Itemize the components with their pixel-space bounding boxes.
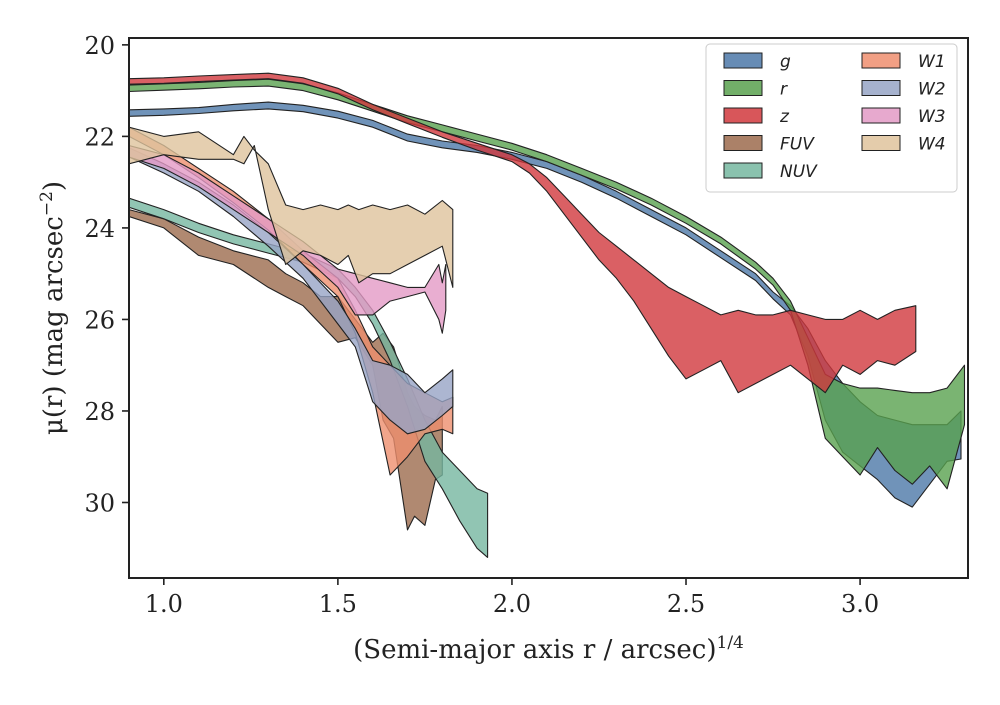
x-axis-label: (Semi-major axis r / arcsec)1/4 — [353, 633, 744, 665]
series-band-z — [129, 72, 917, 394]
legend-label-z: z — [779, 107, 790, 127]
series-layer — [129, 72, 966, 558]
legend-swatch-fuv — [723, 135, 763, 151]
legend-swatch-w4 — [861, 135, 901, 151]
legend-swatch-z — [723, 107, 763, 124]
series-band-w4 — [129, 126, 454, 288]
y-axis-label: μ(r) (mag arcsec−2) — [37, 181, 69, 435]
y-tick-label: 28 — [84, 398, 115, 426]
legend-swatch-w2 — [861, 80, 901, 96]
legend-swatch-nuv — [723, 162, 763, 179]
x-axis-label-main: (Semi-major axis r / arcsec) — [353, 635, 716, 665]
x-tick-label: 3.0 — [841, 590, 879, 618]
legend-label-w1: W1 — [918, 52, 946, 72]
legend-label-nuv: NUV — [780, 162, 818, 182]
legend-label-w3: W3 — [918, 107, 946, 127]
axes-layer: 1.0 1.5 2.0 2.5 3.0 20 22 24 26 28 30 — [84, 32, 879, 618]
legend-swatch-w3 — [861, 107, 901, 124]
y-tick-label: 30 — [84, 489, 115, 517]
y-tick-label: 22 — [84, 123, 115, 151]
legend-label-w4: W4 — [918, 135, 946, 155]
y-axis-label-main: μ(r) (mag arcsec — [39, 216, 69, 435]
x-tick-label: 2.0 — [493, 590, 531, 618]
y-axis-label-exponent: −2 — [37, 191, 57, 216]
x-tick-label: 2.5 — [667, 590, 705, 618]
series-band-r — [129, 78, 966, 490]
y-axis-label-close: ) — [39, 181, 69, 191]
x-tick-label: 1.5 — [319, 590, 357, 618]
legend-swatch-w1 — [861, 52, 901, 69]
legend-label-r: r — [780, 80, 788, 100]
legend-swatch-r — [723, 80, 763, 96]
legend: grz FUV NUV W1 W2 W3 W4 — [705, 43, 958, 193]
y-tick-label: 26 — [84, 306, 115, 334]
legend-swatch-g — [723, 52, 763, 69]
y-tick-label: 24 — [84, 215, 115, 243]
legend-label-g: g — [780, 52, 791, 72]
y-tick-label: 20 — [84, 32, 115, 60]
x-axis-label-exponent: 1/4 — [717, 633, 744, 653]
legend-label-w2: W2 — [918, 80, 946, 100]
x-tick-label: 1.0 — [145, 590, 183, 618]
legend-label-fuv: FUV — [780, 135, 815, 155]
plot-frame — [128, 37, 969, 579]
